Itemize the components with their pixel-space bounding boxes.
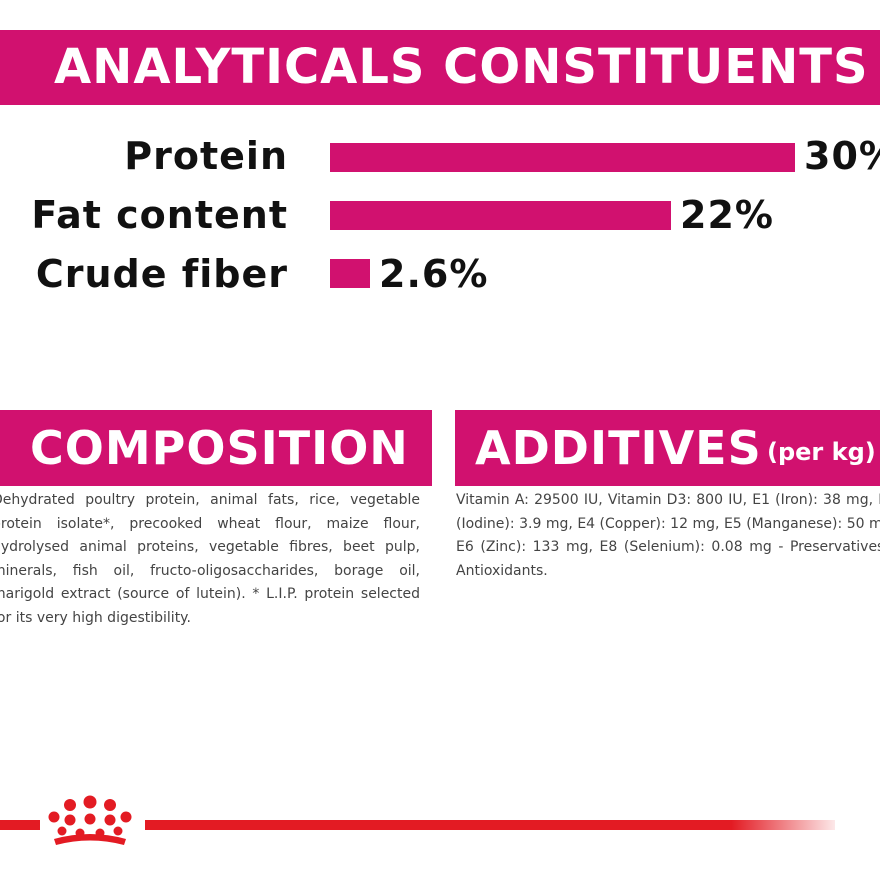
additives-text: Vitamin A: 29500 IU, Vitamin D3: 800 IU,… [456,492,880,579]
protein-bar [330,143,795,172]
brand-line-right [145,820,835,830]
fat-content-value: 22% [680,193,774,237]
brand-line-left [0,820,40,830]
protein-value: 30% [804,134,880,178]
additives-title: ADDITIVES [475,421,762,475]
additives-subtitle: (per kg) [767,438,876,466]
analytical-constituents-title: ANALYTICALS CONSTITUENTS [54,39,869,95]
fat-content-label: Fat content [31,193,288,237]
crude-fiber-value: 2.6% [379,252,489,296]
fat-content-bar [330,201,671,230]
additives-banner: ADDITIVES (per kg) [455,410,880,486]
royal-crown-icon [48,795,132,845]
crude-fiber-bar [330,259,370,288]
crude-fiber-label: Crude fiber [35,252,288,296]
analytical-constituents-banner: ANALYTICALS CONSTITUENTS [0,30,880,105]
composition-text: Dehydrated poultry protein, animal fats,… [0,492,420,626]
composition-banner: COMPOSITION [0,410,432,486]
composition-title: COMPOSITION [30,421,409,475]
protein-label: Protein [124,134,288,178]
